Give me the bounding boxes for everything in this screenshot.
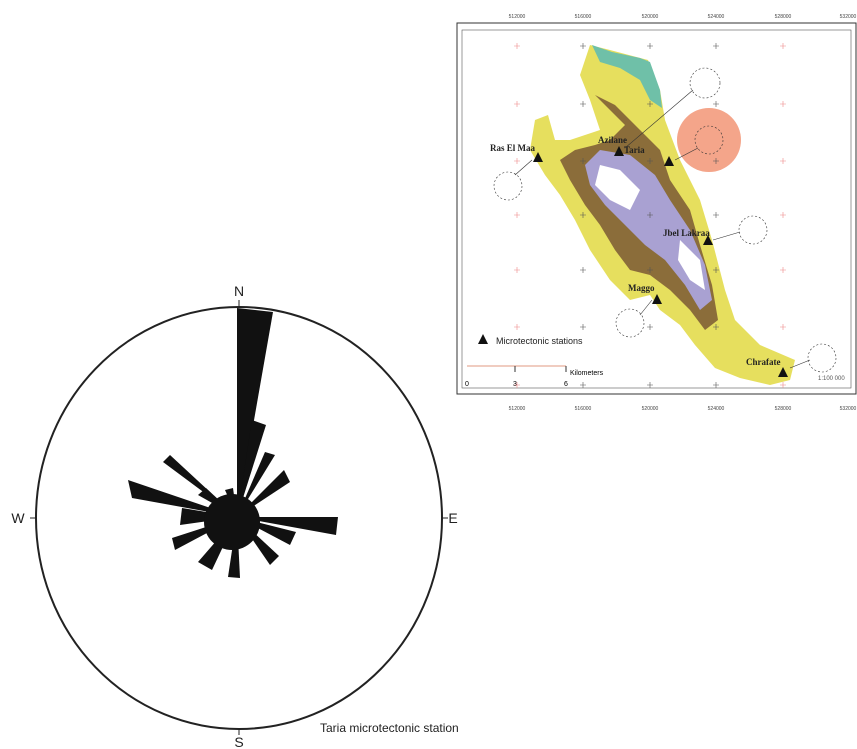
grid-cross [647,212,653,218]
leader-lines [514,89,811,369]
station-marker [778,367,788,377]
scale-unit: Kilometers [570,370,604,377]
grid-cross [514,43,520,49]
grid-cross [647,267,653,273]
coord-label: 512000 [509,406,526,412]
grid-cross [580,324,586,330]
terrain-summit [678,240,705,290]
station-label: Jbel Lakraa [663,228,710,238]
rose-petals [128,308,338,578]
coord-label: 524000 [708,14,725,20]
grid-cross [780,267,786,273]
station-marker [652,294,662,304]
grid-cross [580,382,586,388]
coord-label: 528000 [775,14,792,20]
station-label: Azilane [598,135,627,145]
grid-cross [647,43,653,49]
grid-cross [780,382,786,388]
compass-e: E [448,510,457,526]
mini-rose [807,343,837,373]
petal [237,517,338,535]
coord-label: 520000 [642,406,659,412]
grid-cross [647,101,653,107]
grid-cross [647,158,653,164]
coord-label: 516000 [575,14,592,20]
scale-label: 0 [465,381,469,388]
map-inner-frame [461,29,852,389]
grid-cross [713,324,719,330]
mini-rose [493,171,523,201]
coord-label: 520000 [642,14,659,20]
station-markers [478,146,788,377]
station-label: Chrafate [746,357,781,367]
coord-label: 528000 [775,406,792,412]
grid-cross [514,101,520,107]
grid-cross [713,212,719,218]
grid-cross [647,324,653,330]
legend-marker [478,334,488,344]
mini-rose [615,308,645,338]
grid-cross [514,324,520,330]
grid-cross [514,212,520,218]
grid-cross [713,158,719,164]
coord-label: 516000 [575,406,592,412]
station-label: Ras El Maa [490,143,536,153]
grid-cross [580,101,586,107]
terrain-summit [595,165,640,210]
grid-cross [713,101,719,107]
mini-rose [694,125,724,155]
grid-cross [514,267,520,273]
grid-cross [780,101,786,107]
terrain-coast [592,45,662,108]
mini-rose [689,67,721,99]
grid-cross [580,43,586,49]
grid-cross [713,382,719,388]
station-label: Maggo [628,283,655,293]
coord-label: 512000 [509,14,526,20]
legend-label: Microtectonic stations [496,336,583,346]
highlight [677,108,741,172]
station-marker [533,152,543,162]
scale-label: 3 [513,381,517,388]
grid-cross [580,212,586,218]
station-labels: Ras El Maa Azilane Taria Jbel Lakraa Mag… [490,135,781,367]
grid-cross [713,43,719,49]
coord-label: 524000 [708,406,725,412]
station-marker [664,156,674,166]
grid-cross [514,382,520,388]
compass-w: W [11,510,25,526]
station-label: Taria [624,145,645,155]
petal-core [204,494,260,550]
grid-cross [780,212,786,218]
compass-s: S [234,734,243,749]
coord-label: 532000 [840,406,857,412]
compass-n: N [234,283,244,299]
grid-cross [580,158,586,164]
grid-cross [780,158,786,164]
station-marker [703,235,713,245]
grid-cross [780,324,786,330]
station-marker [614,146,624,156]
grid-cross [514,158,520,164]
scale-label: 6 [564,381,568,388]
coord-label: 532000 [840,14,857,20]
petal [237,420,266,517]
grid-cross [580,267,586,273]
grid-cross [780,43,786,49]
mini-roses [493,67,837,373]
map-ratio: 1:100 000 [818,376,845,382]
caption: Taria microtectonic station [320,721,459,735]
map: Ras El Maa Azilane Taria Jbel Lakraa Mag… [456,22,857,395]
mini-rose [738,215,768,245]
rose-diagram: N E S W Taria microtectonic station [11,283,458,749]
grid-cross [713,267,719,273]
grid-cross [647,382,653,388]
